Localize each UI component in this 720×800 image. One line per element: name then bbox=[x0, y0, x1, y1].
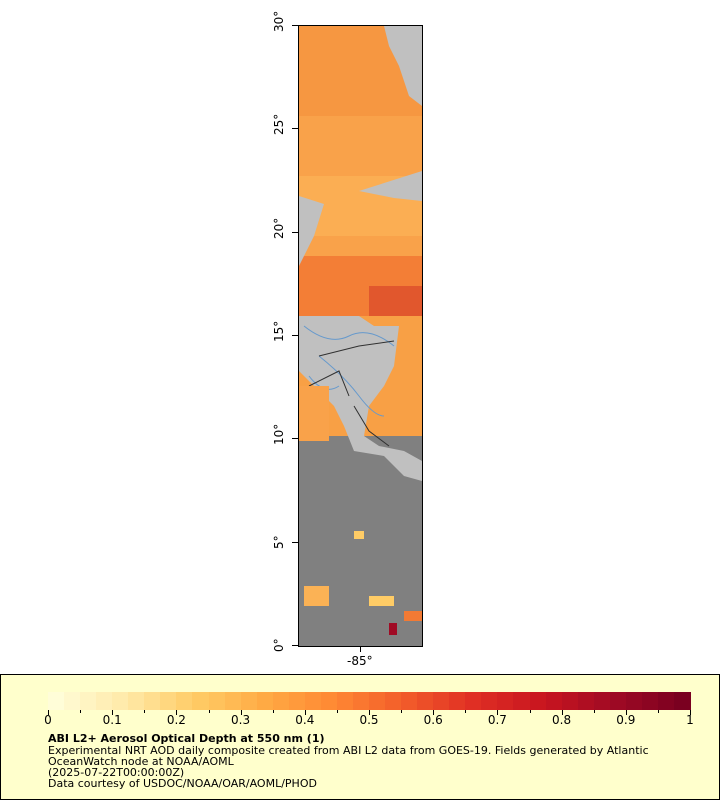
borders bbox=[308, 340, 395, 447]
colorbar-tick bbox=[48, 710, 49, 715]
colorbar-segment bbox=[449, 692, 466, 710]
colorbar-tick bbox=[176, 710, 178, 715]
lat-label-25: 25° bbox=[272, 113, 286, 135]
colorbar-label: 0.6 bbox=[423, 713, 443, 727]
aod-map bbox=[299, 26, 422, 635]
colorbar-tick bbox=[433, 710, 435, 715]
colorbar-segment bbox=[481, 692, 498, 710]
colorbar-segment bbox=[352, 692, 370, 710]
aod-patch-2 bbox=[354, 531, 364, 539]
aod-patch-4 bbox=[304, 586, 329, 606]
colorbar-segment bbox=[593, 692, 611, 710]
colorbar-segment bbox=[240, 692, 258, 710]
colorbar-segment bbox=[208, 692, 226, 710]
colorbar-segment bbox=[48, 692, 65, 710]
colorbar-label: 1 bbox=[686, 713, 694, 727]
aod-patch-5 bbox=[404, 611, 422, 621]
colorbar-tick bbox=[625, 710, 627, 715]
colorbar-label: 0.8 bbox=[552, 713, 572, 727]
colorbar-tick bbox=[336, 710, 338, 713]
colorbar-segment bbox=[529, 692, 547, 710]
colorbar-label: 0.5 bbox=[359, 713, 379, 727]
colorbar-tick bbox=[401, 710, 403, 713]
colorbar-segment bbox=[272, 692, 290, 710]
colorbar-segment bbox=[401, 692, 418, 710]
colorbar-segment bbox=[224, 692, 242, 710]
colorbar-tick bbox=[369, 710, 370, 715]
colorbar-segment bbox=[80, 692, 97, 710]
colorbar bbox=[48, 692, 691, 710]
colorbar-tick bbox=[497, 710, 499, 715]
colorbar-segment bbox=[369, 692, 386, 710]
colorbar-segment bbox=[320, 692, 338, 710]
colorbar-segment bbox=[176, 692, 194, 710]
colorbar-segment bbox=[465, 692, 482, 710]
colorbar-tick bbox=[529, 710, 531, 713]
colorbar-segment bbox=[561, 692, 579, 710]
colorbar-tick bbox=[561, 710, 563, 715]
lat-label-0: 0° bbox=[272, 638, 286, 652]
colorbar-segment bbox=[336, 692, 354, 710]
colorbar-tick bbox=[272, 710, 274, 713]
colorbar-tick bbox=[304, 710, 306, 715]
colorbar-label: 0 bbox=[44, 713, 52, 727]
colorbar-segment bbox=[96, 692, 113, 710]
colorbar-segment bbox=[144, 692, 161, 710]
colorbar-label: 0.9 bbox=[616, 713, 636, 727]
colorbar-segment bbox=[256, 692, 274, 710]
colorbar-segment bbox=[64, 692, 81, 710]
legend-panel: ABI L2+ Aerosol Optical Depth at 550 nm … bbox=[0, 674, 720, 800]
aod-patch-6 bbox=[389, 623, 397, 635]
colorbar-segment bbox=[128, 692, 145, 710]
colorbar-segment bbox=[657, 692, 675, 710]
colorbar-segment bbox=[385, 692, 402, 710]
lat-label-10: 10° bbox=[272, 423, 286, 445]
colorbar-segment bbox=[513, 692, 531, 710]
lat-label-30: 30° bbox=[272, 10, 286, 32]
colorbar-tick bbox=[240, 710, 242, 715]
colorbar-segment bbox=[641, 692, 659, 710]
colorbar-label: 0.3 bbox=[231, 713, 251, 727]
lon-label-85w: -85° bbox=[347, 654, 373, 668]
colorbar-segment bbox=[433, 692, 450, 710]
aod-patch-1 bbox=[299, 386, 329, 441]
colorbar-tick bbox=[657, 710, 659, 713]
colorbar-tick bbox=[593, 710, 595, 713]
colorbar-tick bbox=[690, 710, 691, 715]
land-cuba bbox=[359, 171, 422, 201]
colorbar-segment bbox=[625, 692, 643, 710]
colorbar-segment bbox=[192, 692, 210, 710]
colorbar-segment bbox=[288, 692, 306, 710]
legend-line-2: OceanWatch node at NOAA/AOML bbox=[48, 755, 234, 768]
colorbar-segment bbox=[304, 692, 322, 710]
colorbar-segment bbox=[417, 692, 434, 710]
legend-line-4: Data courtesy of USDOC/NOAA/OAR/AOML/PHO… bbox=[48, 777, 317, 790]
lat-label-20: 20° bbox=[272, 217, 286, 239]
colorbar-label: 0.7 bbox=[487, 713, 507, 727]
colorbar-segment bbox=[609, 692, 627, 710]
legend-line-3: (2025-07-22T00:00:00Z) bbox=[48, 766, 185, 779]
colorbar-segment bbox=[673, 692, 691, 710]
legend-title: ABI L2+ Aerosol Optical Depth at 550 nm … bbox=[48, 732, 325, 745]
colorbar-segment bbox=[577, 692, 595, 710]
colorbar-segment bbox=[497, 692, 515, 710]
legend-line-1: Experimental NRT AOD daily composite cre… bbox=[48, 744, 649, 757]
colorbar-tick bbox=[465, 710, 467, 713]
colorbar-segment bbox=[160, 692, 177, 710]
lat-label-5: 5° bbox=[272, 535, 286, 549]
colorbar-segment bbox=[545, 692, 563, 710]
colorbar-label: 0.4 bbox=[295, 713, 315, 727]
land-florida-cuba bbox=[384, 26, 422, 106]
map-panel[interactable] bbox=[298, 25, 423, 647]
land-yucatan bbox=[299, 196, 324, 266]
colorbar-segment bbox=[112, 692, 129, 710]
colorbar-tick bbox=[208, 710, 210, 713]
colorbar-tick bbox=[112, 710, 114, 715]
colorbar-label: 0.1 bbox=[102, 713, 122, 727]
colorbar-tick bbox=[80, 710, 82, 713]
lat-label-15: 15° bbox=[272, 320, 286, 342]
colorbar-label: 0.2 bbox=[166, 713, 186, 727]
aod-patch-3 bbox=[369, 596, 394, 606]
colorbar-tick bbox=[144, 710, 146, 713]
